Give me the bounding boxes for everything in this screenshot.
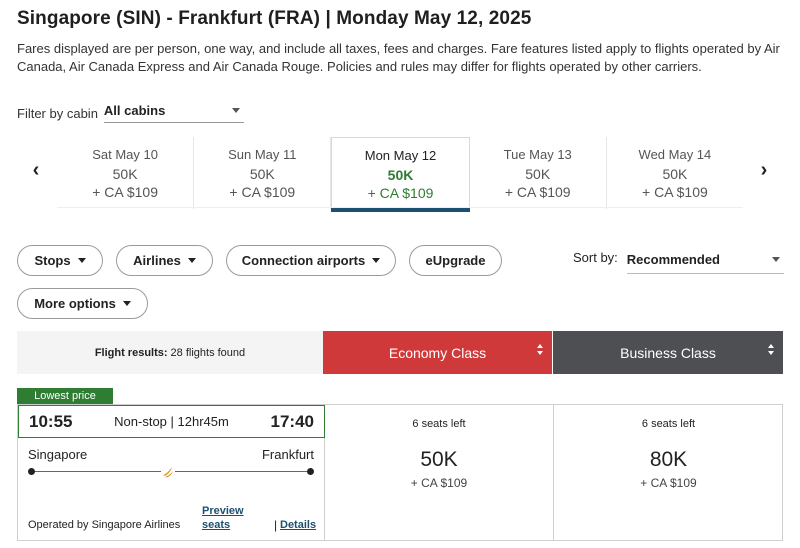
more-options-button[interactable]: More options — [17, 288, 148, 319]
flight-card: 10:55 Non-stop | 12hr45m 17:40 Singapore… — [17, 404, 783, 541]
business-class-label: Business Class — [620, 344, 716, 361]
business-fare-cash: + CA $109 — [640, 476, 697, 490]
date-cash: + CA $109 — [229, 184, 296, 200]
economy-fare-option[interactable]: 6 seats left 50K + CA $109 — [325, 405, 554, 540]
departure-time: 10:55 — [29, 411, 73, 431]
airlines-filter-button[interactable]: Airlines — [116, 245, 213, 276]
preview-seats-line2: seats — [202, 519, 231, 531]
cabin-filter-select[interactable]: All cabins — [103, 103, 244, 123]
divider — [57, 207, 743, 208]
date-cash: + CA $109 — [367, 185, 434, 201]
stops-filter-button[interactable]: Stops — [17, 245, 103, 276]
eupgrade-filter-button[interactable]: eUpgrade — [409, 245, 502, 276]
arrival-time: 17:40 — [270, 411, 314, 431]
date-label: Mon May 12 — [364, 148, 437, 163]
date-points: 50K — [525, 166, 551, 182]
date-cash: + CA $109 — [92, 184, 158, 200]
date-label: Sun May 11 — [228, 147, 297, 162]
date-points: 50K — [112, 166, 138, 182]
business-fare-option[interactable]: 6 seats left 80K + CA $109 — [554, 405, 783, 540]
flight-times: 10:55 Non-stop | 12hr45m 17:40 — [18, 405, 325, 438]
chevron-down-icon — [771, 257, 780, 262]
flight-info: 10:55 Non-stop | 12hr45m 17:40 Singapore… — [18, 405, 325, 540]
fare-disclaimer: Fares displayed are per person, one way,… — [17, 41, 780, 74]
chevron-down-icon — [122, 301, 131, 306]
economy-class-label: Economy Class — [388, 344, 487, 361]
route-line — [28, 465, 314, 479]
preview-seats-link[interactable]: Preview seats — [202, 504, 244, 532]
chevron-left-icon[interactable]: ‹ — [32, 159, 40, 181]
sort-arrows-icon — [768, 344, 774, 355]
operated-by: Operated by Singapore Airlines — [28, 519, 181, 531]
economy-fare-cash: + CA $109 — [410, 476, 468, 490]
preview-seats-line1: Preview — [202, 505, 244, 517]
date-option[interactable]: Sat May 10 50K + CA $109 — [57, 137, 195, 209]
sort-select[interactable]: Recommended — [626, 250, 784, 274]
chevron-down-icon — [231, 108, 240, 113]
sort-arrows-icon — [537, 344, 543, 355]
destination-dot — [307, 468, 314, 475]
date-option[interactable]: Tue May 13 50K + CA $109 — [470, 137, 607, 209]
details-link[interactable]: Details — [280, 519, 317, 531]
economy-seats-left: 6 seats left — [412, 418, 466, 430]
chevron-down-icon — [187, 258, 196, 263]
date-points: 50K — [662, 166, 688, 182]
connection-airports-filter-label: Connection airports — [241, 253, 366, 268]
more-options-label: More options — [34, 296, 116, 311]
date-points: 50K — [249, 166, 275, 182]
date-carousel: ‹ Sat May 10 50K + CA $109 Sun May 11 50… — [17, 137, 783, 212]
eupgrade-filter-label: eUpgrade — [425, 253, 486, 268]
link-separator: | — [274, 518, 278, 532]
date-label: Tue May 13 — [503, 147, 572, 162]
sort-control: Sort by: Recommended — [573, 250, 784, 274]
date-label: Sat May 10 — [92, 147, 158, 162]
page-title: Singapore (SIN) - Frankfurt (FRA) | Mond… — [17, 8, 532, 29]
cabin-filter-label: Filter by cabin — [17, 105, 98, 121]
chevron-right-icon[interactable]: › — [760, 159, 768, 181]
route-cities: Singapore Frankfurt — [28, 447, 314, 462]
date-cash: + CA $109 — [642, 184, 708, 200]
date-points: 50K — [387, 167, 414, 183]
business-fare-points: 80K — [649, 448, 688, 471]
date-option-selected[interactable]: Mon May 12 50K + CA $109 — [331, 137, 470, 212]
results-header: Flight results: 28 flights found Economy… — [17, 331, 783, 374]
flight-duration: Non-stop | 12hr45m — [114, 414, 229, 429]
date-label: Wed May 14 — [638, 147, 712, 162]
airlines-filter-label: Airlines — [133, 253, 181, 268]
date-option[interactable]: Sun May 11 50K + CA $109 — [194, 137, 332, 209]
results-label: Flight results: — [94, 346, 168, 359]
origin-city: Singapore — [28, 447, 88, 462]
airline-logo-icon — [161, 465, 175, 479]
cabin-filter-value: All cabins — [103, 103, 166, 118]
stops-filter-label: Stops — [34, 253, 71, 268]
connection-airports-filter-button[interactable]: Connection airports — [226, 245, 396, 276]
business-seats-left: 6 seats left — [641, 418, 696, 430]
results-count: 28 flights found — [170, 346, 246, 359]
destination-city: Frankfurt — [261, 447, 314, 462]
origin-dot — [28, 468, 35, 475]
date-cash: + CA $109 — [504, 184, 571, 200]
lowest-price-badge: Lowest price — [17, 388, 113, 404]
date-option[interactable]: Wed May 14 50K + CA $109 — [607, 137, 743, 209]
results-summary: Flight results: 28 flights found — [17, 331, 323, 374]
economy-fare-points: 50K — [420, 448, 458, 471]
economy-class-tab[interactable]: Economy Class — [323, 331, 552, 374]
chevron-down-icon — [77, 258, 86, 263]
sort-label: Sort by: — [573, 250, 618, 265]
business-class-tab[interactable]: Business Class — [553, 331, 783, 374]
cabin-filter: Filter by cabin All cabins — [17, 103, 244, 123]
sort-value: Recommended — [626, 252, 720, 267]
date-list: Sat May 10 50K + CA $109 Sun May 11 50K … — [57, 137, 743, 212]
chevron-down-icon — [372, 258, 381, 263]
